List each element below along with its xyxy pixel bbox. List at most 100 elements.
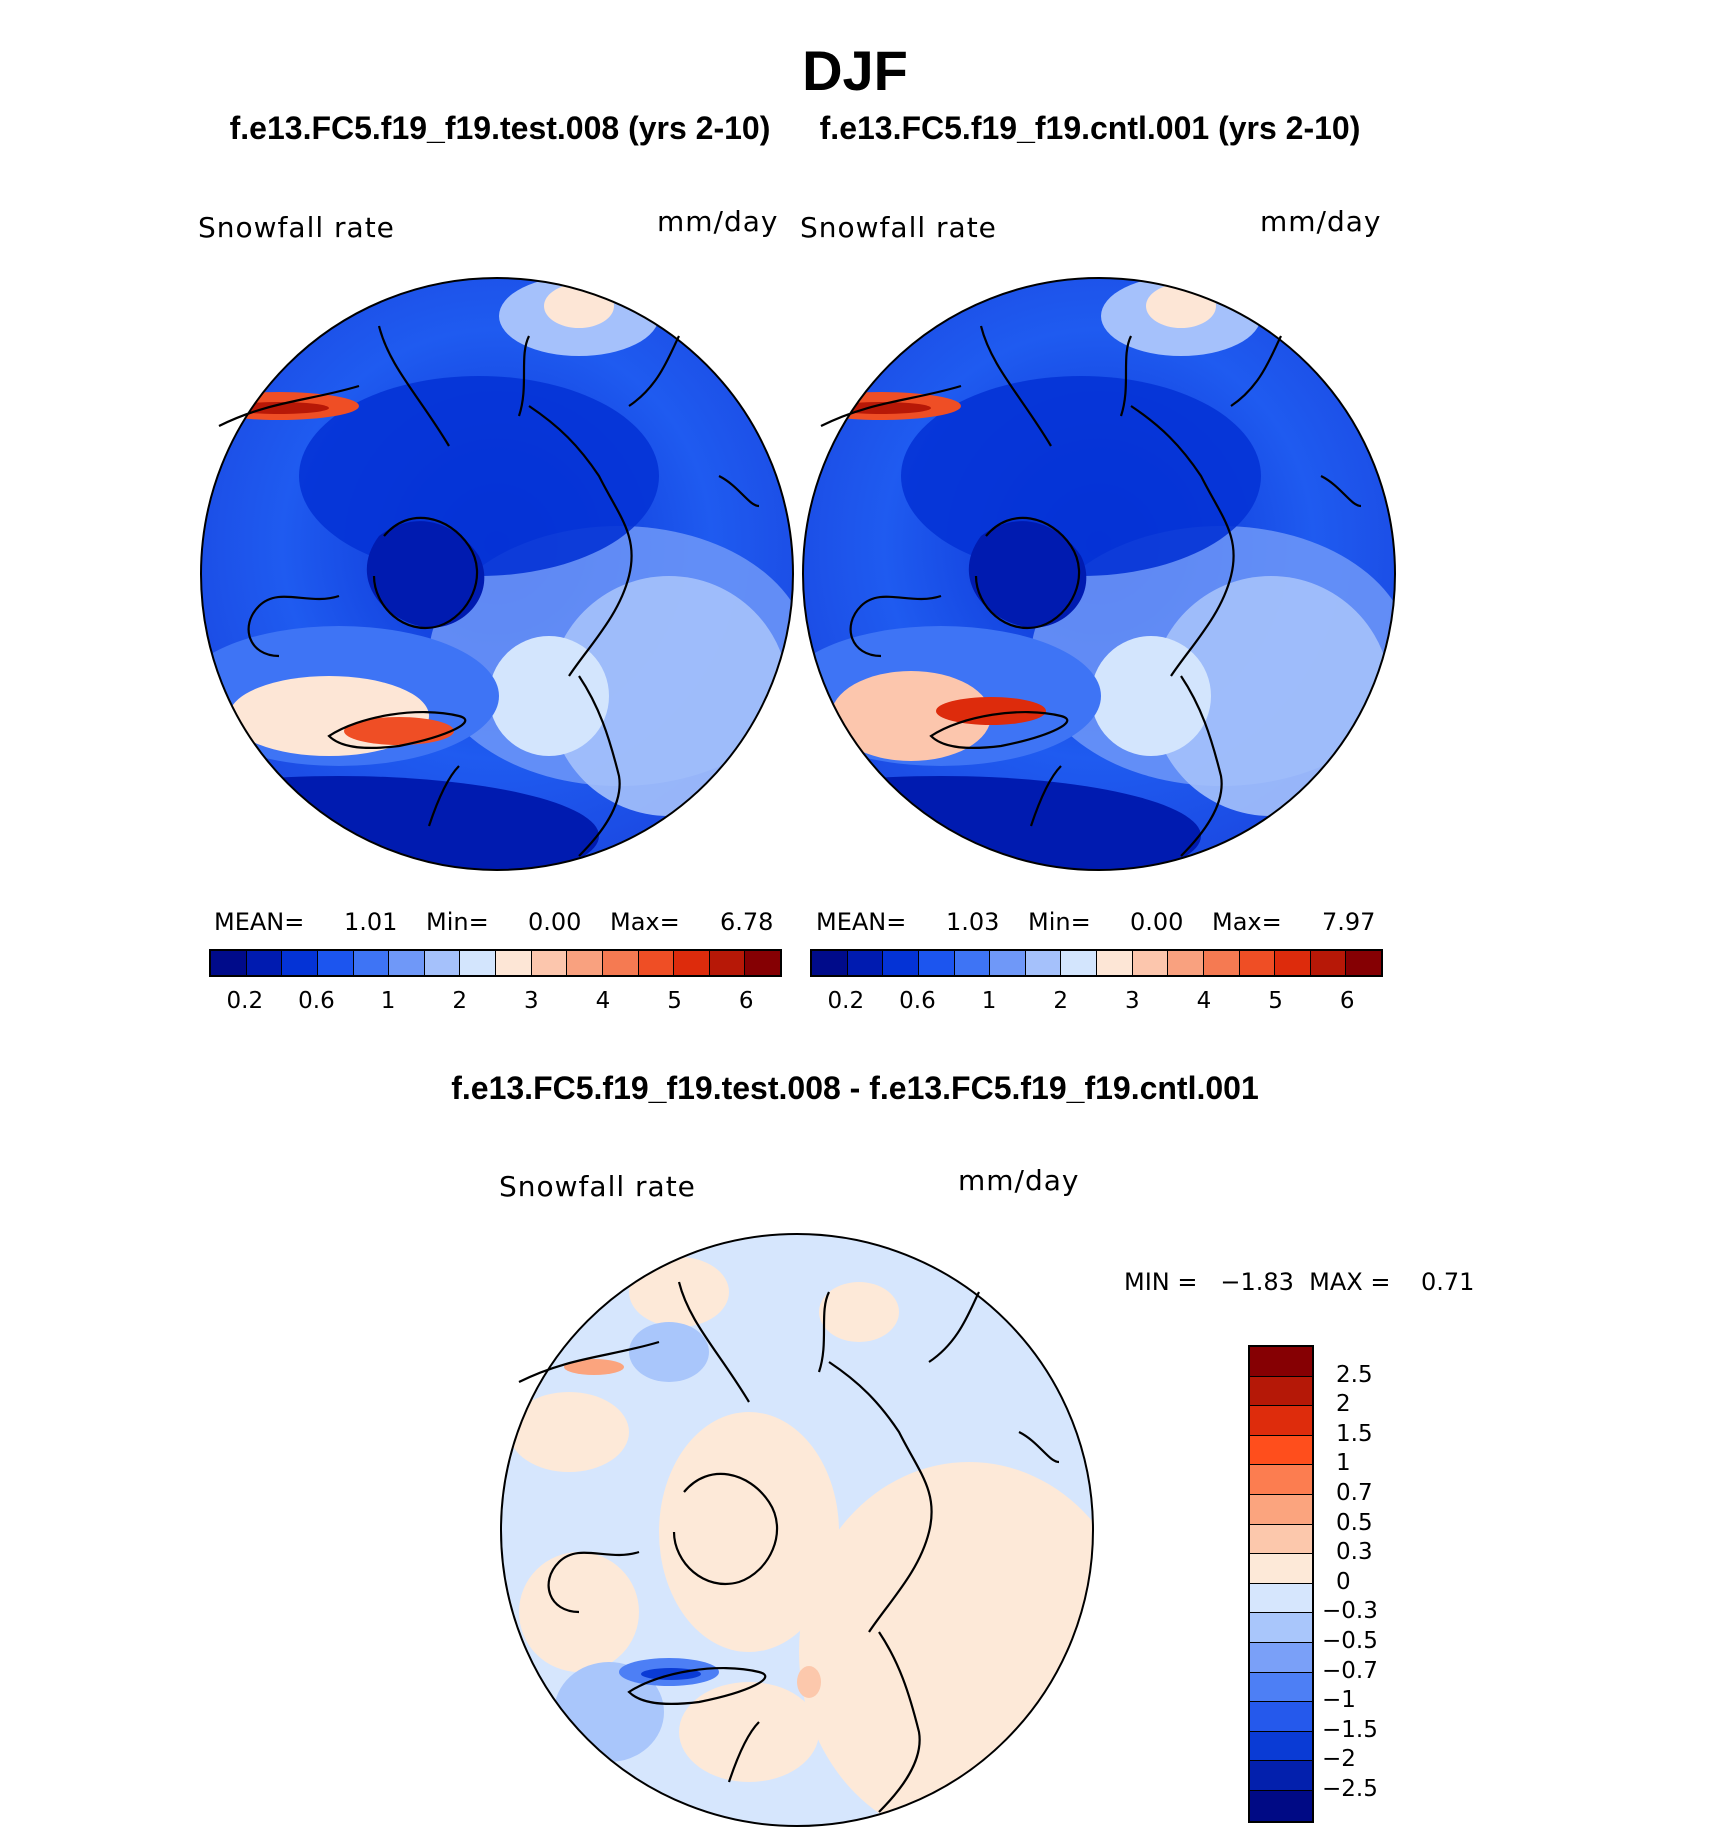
- difference-colorbar-tick: 0.5: [1336, 1509, 1373, 1536]
- difference-colorbar-tick: −1.5: [1322, 1716, 1378, 1743]
- right-mean-label: MEAN=: [816, 908, 907, 936]
- right-min-value: 0.00: [1130, 908, 1184, 936]
- difference-colorbar-tick: 1: [1336, 1450, 1351, 1477]
- difference-colorbar-tick: −1: [1322, 1687, 1356, 1714]
- difference-colorbar-tick: −0.3: [1322, 1598, 1378, 1625]
- left-colorbar-tick: 6: [738, 988, 754, 1014]
- right-min-label: Min=: [1028, 908, 1091, 936]
- left-colorbar-tick: 2: [452, 988, 468, 1014]
- left-colorbar-swatch: [745, 951, 780, 975]
- difference-colorbar-swatch: [1250, 1642, 1312, 1673]
- difference-colorbar-tick: 2.5: [1336, 1361, 1373, 1388]
- right-colorbar-swatch: [1168, 951, 1204, 975]
- left-max-value: 6.78: [720, 908, 774, 936]
- difference-colorbar-swatch: [1250, 1494, 1312, 1525]
- difference-colorbar-swatch: [1250, 1761, 1312, 1791]
- left-colorbar-swatch: [531, 951, 568, 975]
- right-colorbar-swatch: [1203, 951, 1240, 975]
- right-colorbar-swatch: [1239, 951, 1276, 975]
- difference-colorbar-swatch: [1250, 1554, 1312, 1584]
- difference-colorbar-swatch: [1250, 1376, 1312, 1407]
- difference-colorbar-swatch: [1250, 1583, 1312, 1614]
- difference-colorbar-tick: −0.7: [1322, 1657, 1378, 1684]
- right-colorbar-swatch: [812, 951, 848, 975]
- left-colorbar-swatch: [674, 951, 710, 975]
- left-mean-value: 1.01: [344, 908, 398, 936]
- right-polar-map: [802, 277, 1396, 871]
- left-polar-map: [200, 277, 794, 871]
- difference-colorbar-swatch: [1250, 1406, 1312, 1436]
- left-stats: MEAN= 1.01 Min= 0.00 Max= 6.78: [214, 908, 794, 938]
- difference-colorbar-swatch: [1250, 1347, 1312, 1377]
- left-colorbar-ticks: 0.2 0.6 1 2 3 4 5 6: [209, 988, 782, 1018]
- right-colorbar-swatch: [1310, 951, 1347, 975]
- left-panel-case-title: f.e13.FC5.f19_f19.test.008 (yrs 2-10): [229, 110, 771, 146]
- left-colorbar-tick: 0.6: [298, 988, 335, 1014]
- diff-min-max: MIN = −1.83 MAX = 0.71: [1124, 1268, 1475, 1296]
- figure-title: DJF: [802, 39, 908, 102]
- left-colorbar-swatch: [389, 951, 425, 975]
- right-colorbar-swatch: [1346, 951, 1381, 975]
- right-colorbar-swatch: [1061, 951, 1097, 975]
- right-max-label: Max=: [1212, 908, 1282, 936]
- left-max-label: Max=: [610, 908, 680, 936]
- difference-colorbar: [1248, 1345, 1314, 1823]
- difference-colorbar-swatch: [1250, 1790, 1312, 1821]
- right-units-label: mm/day: [1260, 205, 1382, 238]
- difference-colorbar-tick: 0.3: [1336, 1539, 1373, 1566]
- left-colorbar-swatch: [567, 951, 603, 975]
- right-colorbar-swatch: [1097, 951, 1133, 975]
- diff-variable-label: Snowfall rate: [499, 1170, 696, 1203]
- left-mean-label: MEAN=: [214, 908, 305, 936]
- difference-colorbar-swatch: [1250, 1435, 1312, 1466]
- left-colorbar-tick: 4: [595, 988, 611, 1014]
- right-colorbar-swatch: [883, 951, 919, 975]
- right-variable-label: Snowfall rate: [800, 211, 997, 244]
- right-colorbar-tick: 4: [1196, 988, 1212, 1014]
- left-variable-label: Snowfall rate: [198, 211, 395, 244]
- right-max-value: 7.97: [1322, 908, 1376, 936]
- left-units-label: mm/day: [657, 205, 779, 238]
- right-colorbar-tick: 5: [1268, 988, 1283, 1014]
- left-colorbar-tick: 1: [380, 988, 396, 1014]
- difference-colorbar-tick: 0: [1336, 1568, 1351, 1595]
- difference-colorbar-tick: −0.5: [1322, 1628, 1378, 1654]
- left-colorbar-swatch: [460, 951, 496, 975]
- right-colorbar-tick: 3: [1124, 988, 1140, 1014]
- difference-colorbar-tick: −2.5: [1322, 1776, 1378, 1802]
- right-panel-case-title: f.e13.FC5.f19_f19.cntl.001 (yrs 2-10): [819, 110, 1361, 146]
- left-colorbar-swatch: [246, 951, 283, 975]
- right-colorbar-swatch: [1275, 951, 1311, 975]
- difference-colorbar-swatch: [1250, 1613, 1312, 1643]
- left-colorbar-swatch: [638, 951, 675, 975]
- right-colorbar-swatch: [954, 951, 991, 975]
- left-colorbar-swatch: [602, 951, 639, 975]
- difference-colorbar-tick: 0.7: [1336, 1480, 1373, 1506]
- difference-colorbar-tick: −2: [1322, 1746, 1356, 1773]
- left-colorbar-tick: 5: [667, 988, 682, 1014]
- left-colorbar-swatch: [353, 951, 390, 975]
- difference-colorbar-swatch: [1250, 1702, 1312, 1732]
- right-stats: MEAN= 1.03 Min= 0.00 Max= 7.97: [816, 908, 1396, 938]
- right-colorbar-tick: 0.2: [827, 988, 865, 1014]
- difference-colorbar-swatch: [1250, 1465, 1312, 1495]
- right-colorbar-swatch: [1025, 951, 1062, 975]
- left-colorbar-swatch: [424, 951, 461, 975]
- difference-colorbar-swatch: [1250, 1524, 1312, 1555]
- diff-units-label: mm/day: [958, 1164, 1080, 1197]
- right-colorbar-tick: 6: [1339, 988, 1355, 1014]
- right-colorbar-ticks: 0.2 0.6 1 2 3 4 5 6: [810, 988, 1383, 1018]
- difference-colorbar-swatch: [1250, 1672, 1312, 1703]
- right-colorbar-swatch: [918, 951, 955, 975]
- left-colorbar-swatch: [709, 951, 746, 975]
- difference-colorbar-tick: 2: [1336, 1391, 1351, 1418]
- difference-polar-map: [500, 1233, 1094, 1827]
- right-mean-value: 1.03: [946, 908, 1000, 936]
- left-min-value: 0.00: [528, 908, 582, 936]
- right-colorbar-tick: 1: [981, 988, 997, 1014]
- left-colorbar-tick: 3: [523, 988, 539, 1014]
- right-colorbar-swatch: [1132, 951, 1169, 975]
- right-colorbar-swatch: [847, 951, 884, 975]
- right-colorbar: [810, 949, 1383, 977]
- right-colorbar-tick: 2: [1053, 988, 1069, 1014]
